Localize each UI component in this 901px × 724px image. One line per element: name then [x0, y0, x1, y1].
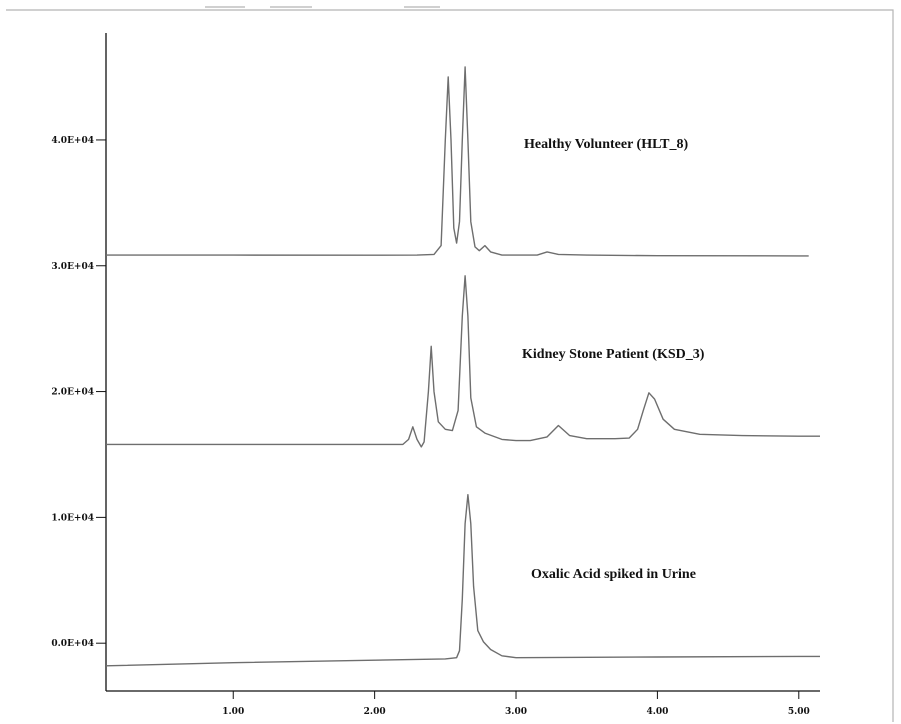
y-tick-label: 1.0E+04	[51, 513, 94, 523]
x-axis-ticks: 1.00 2.00 3.00 4.00 5.00	[222, 691, 810, 717]
x-tick-label: 1.00	[222, 707, 244, 717]
x-tick-label: 3.00	[505, 707, 527, 717]
x-tick-label: 2.00	[364, 707, 386, 717]
y-axis-ticks: 0.0E+04 1.0E+04 2.0E+04 3.0E+04 4.0E+04	[51, 136, 106, 649]
trace-oxalic-acid	[105, 494, 820, 667]
y-tick-label: 2.0E+04	[51, 388, 94, 398]
figure-border	[6, 9, 894, 722]
series-label-healthy-volunteer: Healthy Volunteer (HLT_8)	[524, 137, 688, 152]
x-tick-label: 5.00	[788, 707, 810, 717]
trace-healthy-volunteer	[106, 66, 809, 257]
y-tick-label: 0.0E+04	[51, 639, 94, 649]
trace-kidney-stone-patient	[106, 275, 820, 448]
y-tick-label: 3.0E+04	[51, 262, 94, 272]
series-label-oxalic-acid: Oxalic Acid spiked in Urine	[531, 567, 696, 582]
x-tick-label: 4.00	[646, 707, 668, 717]
y-tick-label: 4.0E+04	[51, 136, 94, 146]
chromatogram-traces	[105, 66, 820, 667]
series-label-kidney-stone-patient: Kidney Stone Patient (KSD_3)	[522, 347, 705, 362]
